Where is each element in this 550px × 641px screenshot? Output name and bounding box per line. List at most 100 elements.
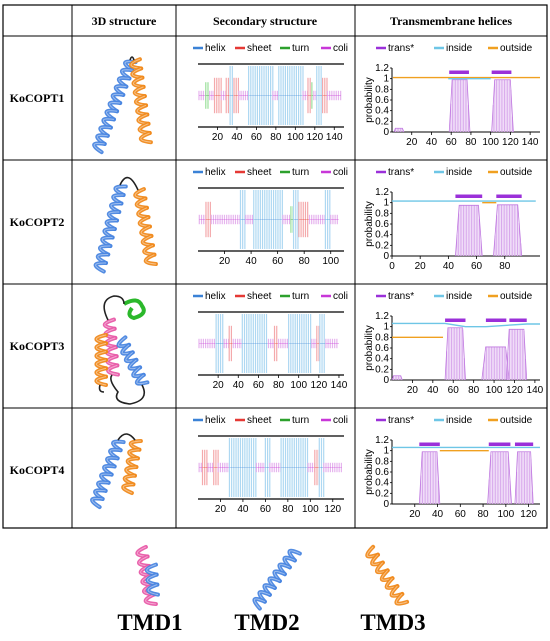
tmhmm-x-tick-label: 140 xyxy=(522,137,539,148)
tmhmm-bump xyxy=(394,128,404,132)
secondary-legend-turn: turn xyxy=(280,43,309,54)
tmhmm-y-tick-label: 1.2 xyxy=(375,63,389,74)
secondary-chart-kocopt2: helix sheet turn coli20 40 60 80 100 xyxy=(193,167,348,267)
tmhmm-y-tick-label: 0.8 xyxy=(375,208,389,219)
secondary-segment-helix xyxy=(254,190,283,249)
tmhmm-legend-label-outside: outside xyxy=(500,167,533,178)
tmhmm-x-tick-label: 60 xyxy=(455,509,467,520)
secondary-segment-coli xyxy=(239,91,249,100)
secondary-segment-coli xyxy=(331,215,339,224)
tmd2-label: TMD2 xyxy=(234,610,299,635)
tmhmm-chart-kocopt3: trans* inside outsideprobability00.20.40.6… xyxy=(364,291,544,396)
secondary-x-tick-label: 120 xyxy=(306,132,323,143)
secondary-segment-coli xyxy=(210,91,215,100)
secondary-segment-coli xyxy=(199,215,206,224)
tmhmm-y-tick-label: 1 xyxy=(383,74,389,85)
tmhmm-y-tick-label: 1 xyxy=(383,322,389,333)
secondary-segment-coli xyxy=(256,463,265,472)
secondary-x-tick-label: 100 xyxy=(302,504,319,515)
kocopt4-loop xyxy=(118,434,135,440)
tmhmm-x-tick-label: 20 xyxy=(407,385,419,396)
row-label-kocopt2: KoCOPT2 xyxy=(10,215,65,229)
secondary-legend-label-helix: helix xyxy=(205,291,226,302)
kocopt2-helix-blue xyxy=(96,186,126,271)
tmhmm-legend-outside: outside xyxy=(488,291,533,302)
tmd3-label: TMD3 xyxy=(360,610,425,635)
secondary-x-tick-label: 80 xyxy=(299,256,311,267)
secondary-legend-turn: turn xyxy=(280,415,309,426)
tmhmm-y-tick-label: 0.4 xyxy=(375,478,389,489)
secondary-legend-label-coli: coli xyxy=(333,291,348,302)
secondary-segment-helix xyxy=(249,66,273,125)
secondary-x-tick-label: 20 xyxy=(213,380,225,391)
tmhmm-legend-inside: inside xyxy=(434,43,473,54)
tmhmm-peak xyxy=(419,452,439,504)
tmhmm-legend-outside: outside xyxy=(488,415,533,426)
secondary-segment-coli xyxy=(199,339,216,348)
secondary-segment-helix xyxy=(319,438,323,497)
secondary-legend-helix: helix xyxy=(193,43,226,54)
secondary-legend-helix: helix xyxy=(193,167,226,178)
secondary-segment-coli xyxy=(199,91,206,100)
tmhmm-y-tick-label: 0.6 xyxy=(375,95,389,106)
secondary-x-tick-label: 40 xyxy=(246,256,258,267)
secondary-x-tick-label: 80 xyxy=(282,504,294,515)
kocopt1-loop xyxy=(130,57,134,60)
tmhmm-peak xyxy=(506,329,526,380)
secondary-segment-coli xyxy=(283,215,291,224)
secondary-segment-coli xyxy=(221,91,226,100)
tmhmm-y-tick-label: 1.2 xyxy=(375,311,389,322)
secondary-segment-coli xyxy=(211,215,240,224)
kocopt1-helix-blue xyxy=(94,62,136,153)
secondary-legend-helix: helix xyxy=(193,291,226,302)
tmd3-helix xyxy=(367,547,407,604)
secondary-legend-coli: coli xyxy=(321,291,348,302)
tmhmm-x-tick-label: 40 xyxy=(443,261,455,272)
kocopt3-helix-blue xyxy=(119,337,148,383)
tmhmm-x-tick-label: 60 xyxy=(471,261,483,272)
tmhmm-y-tick-label: 1.2 xyxy=(375,187,389,198)
secondary-x-tick-label: 120 xyxy=(310,380,327,391)
secondary-segment-sheet xyxy=(202,450,208,485)
secondary-segment-sheet xyxy=(206,202,211,237)
tmhmm-legend-label-trans: trans* xyxy=(388,415,414,426)
tmhmm-x-tick-label: 80 xyxy=(499,261,511,272)
tmhmm-y-tick-label: 0.2 xyxy=(375,240,389,251)
tmhmm-x-tick-label: 0 xyxy=(389,261,395,272)
tmhmm-legend-label-trans: trans* xyxy=(388,43,414,54)
tmhmm-peak xyxy=(455,205,482,256)
tmhmm-chart-kocopt2: trans* inside outsideprobability00.20.40.6… xyxy=(364,167,540,272)
tmhmm-legend-label-inside: inside xyxy=(446,291,473,302)
tmhmm-legend-trans: trans* xyxy=(376,43,414,54)
kocopt4-helix-blue xyxy=(92,442,124,508)
tmd1-helix-blue xyxy=(147,565,158,595)
secondary-x-tick-label: 40 xyxy=(231,132,243,143)
tmhmm-chart-kocopt4: trans* inside outsideprobability00.20.40.6… xyxy=(364,415,540,520)
tmhmm-legend-label-inside: inside xyxy=(446,415,473,426)
secondary-x-tick-label: 20 xyxy=(212,132,224,143)
secondary-segment-helix xyxy=(289,314,312,373)
tmhmm-x-tick-label: 100 xyxy=(498,509,515,520)
secondary-legend-label-helix: helix xyxy=(205,43,226,54)
tmhmm-y-axis-label: probability xyxy=(364,77,375,123)
secondary-legend-sheet: sheet xyxy=(235,43,272,54)
tmhmm-peak xyxy=(488,452,512,504)
kocopt3-helix-orange xyxy=(96,335,106,385)
row-label-kocopt4: KoCOPT4 xyxy=(10,463,65,477)
tmhmm-peak xyxy=(445,328,465,380)
secondary-legend-label-sheet: sheet xyxy=(247,167,272,178)
secondary-legend-label-sheet: sheet xyxy=(247,415,272,426)
secondary-legend-label-turn: turn xyxy=(292,167,309,178)
secondary-segment-coli xyxy=(268,339,274,348)
tmd-legend: TMD1 TMD2 TMD3 xyxy=(117,547,425,635)
tmhmm-x-tick-label: 100 xyxy=(486,385,503,396)
secondary-x-tick-label: 20 xyxy=(219,256,231,267)
secondary-segment-coli xyxy=(270,463,281,472)
tmhmm-legend-trans: trans* xyxy=(376,291,414,302)
secondary-segment-helix xyxy=(281,438,308,497)
tmhmm-x-tick-label: 120 xyxy=(506,385,523,396)
secondary-segment-helix xyxy=(294,190,299,249)
secondary-x-tick-label: 140 xyxy=(331,380,348,391)
tmhmm-peak xyxy=(515,452,533,504)
row-label-kocopt1: KoCOPT1 xyxy=(10,91,65,105)
